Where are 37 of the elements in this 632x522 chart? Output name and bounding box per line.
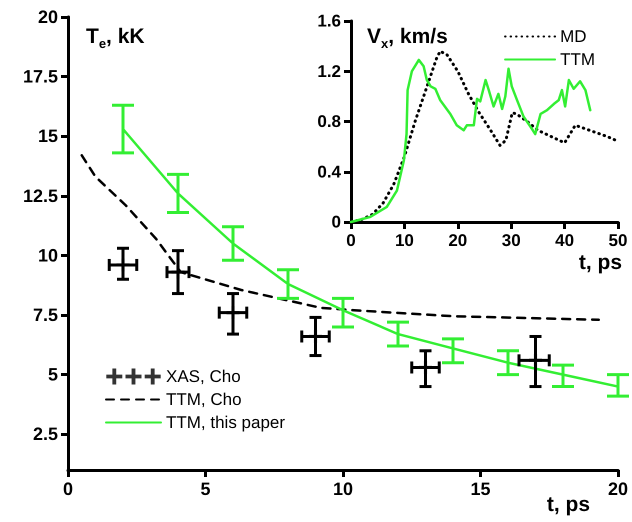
y-tick-label: 0 <box>332 212 341 232</box>
point <box>172 266 184 279</box>
y-tick-label: 10 <box>38 245 58 266</box>
legend-label: MD <box>560 27 587 46</box>
y-tick-label: 12.5 <box>22 186 58 206</box>
point <box>309 330 322 343</box>
y-tick-label: 5 <box>48 364 58 385</box>
y-tick-label: 15 <box>38 126 58 146</box>
x-tick-label: 15 <box>470 479 491 499</box>
y-tick-label: 0.8 <box>317 112 341 131</box>
legend-label: TTM, Cho <box>166 390 242 409</box>
legend-label: TTM <box>560 50 596 69</box>
x-tick-label: 30 <box>502 231 521 250</box>
x-tick-label: 0 <box>346 231 356 250</box>
point <box>116 258 130 272</box>
y-tick-label: 1.2 <box>317 62 341 81</box>
y-tick-label: 20 <box>38 7 58 27</box>
y-tick-label: 2.5 <box>32 424 58 444</box>
legend-label: XAS, Cho <box>166 367 241 386</box>
x-tick-label: 50 <box>608 231 628 250</box>
point <box>419 360 432 374</box>
x-tick-label: 0 <box>62 479 74 499</box>
x-tick-label: 20 <box>608 479 628 499</box>
point <box>226 306 240 320</box>
x-tick-label: 10 <box>394 231 414 250</box>
x-tick-label: 5 <box>200 479 211 499</box>
y-tick-label: 1.6 <box>317 12 341 30</box>
y-tick-label: 7.5 <box>32 305 58 326</box>
x-axis-title: t, ps <box>578 251 622 274</box>
x-tick-label: 40 <box>555 231 574 250</box>
x-axis-title: t, ps <box>546 493 590 516</box>
legend-label: TTM, this paper <box>166 413 286 432</box>
x-tick-label: 20 <box>448 231 468 250</box>
point <box>529 354 542 367</box>
y-tick-label: 0.4 <box>317 162 342 182</box>
line-series <box>80 154 600 322</box>
y-tick-label: 17.5 <box>22 66 58 87</box>
